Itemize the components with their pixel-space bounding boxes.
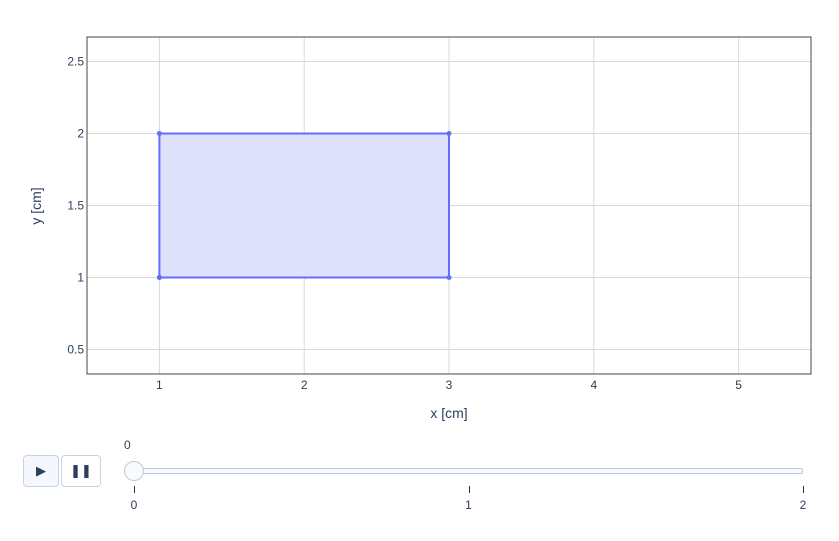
x-axis-ticks: 1 2 3 4 5 [156, 378, 742, 392]
slider-rail[interactable] [134, 468, 803, 474]
x-tick-label: 1 [156, 378, 163, 392]
y-tick-label: 1.5 [67, 199, 84, 213]
x-tick-label: 2 [301, 378, 308, 392]
x-tick-label: 5 [735, 378, 742, 392]
y-tick-label: 0.5 [67, 343, 84, 357]
y-axis-title: y [cm] [28, 187, 44, 224]
slider-step-label[interactable]: 2 [799, 498, 807, 512]
pause-button[interactable]: ❚❚ [61, 455, 101, 487]
plot-frame [86, 36, 812, 375]
x-tick-label: 3 [446, 378, 453, 392]
x-tick-label: 4 [590, 378, 597, 392]
rectangle-fill [159, 133, 449, 278]
play-button[interactable]: ▶ [23, 455, 59, 487]
slider-step-tick [134, 486, 135, 493]
y-tick-label: 1 [77, 271, 84, 285]
data-point [446, 130, 452, 136]
slider-step-tick [803, 486, 804, 493]
x-axis-title: x [cm] [430, 405, 467, 421]
data-point [156, 130, 162, 136]
slider-step-tick [468, 486, 470, 493]
slider-handle[interactable] [124, 461, 144, 481]
y-tick-label: 2 [77, 126, 84, 140]
slider-current-value: 0 [124, 438, 131, 452]
y-axis-ticks: 0.5 1 1.5 2 2.5 [67, 54, 84, 356]
slider-step-label[interactable]: 1 [465, 498, 472, 512]
plot-area [156, 130, 452, 281]
data-point [156, 275, 162, 281]
data-point [446, 275, 452, 281]
y-tick-label: 2.5 [67, 54, 84, 68]
slider-step-label[interactable]: 0 [130, 498, 138, 512]
